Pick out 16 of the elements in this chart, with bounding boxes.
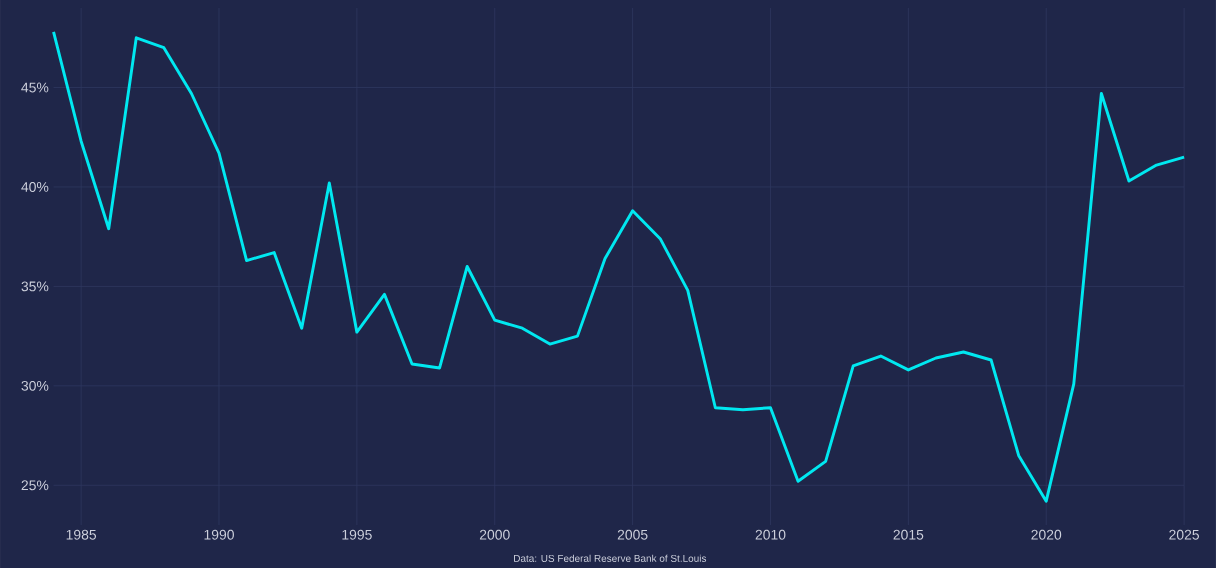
x-tick-label: 2010 <box>755 529 786 540</box>
y-tick-label: 35% <box>21 281 49 292</box>
x-tick-label: 2025 <box>1169 529 1200 540</box>
x-tick-label: 2000 <box>479 529 510 540</box>
x-tick-label: 1990 <box>204 529 234 540</box>
y-tick-label: 40% <box>21 181 49 192</box>
text: Data: US Federal Reserve Bank of St.Louis <box>514 554 707 562</box>
x-tick-label: 1985 <box>66 529 97 540</box>
y-tick-label: 25% <box>21 480 49 491</box>
y-tick-label: 45% <box>21 82 49 93</box>
x-tick-label: 2005 <box>617 529 648 540</box>
line-series <box>52 30 1186 503</box>
x-tick-label: 2015 <box>893 529 924 540</box>
x-tick-label: 2020 <box>1031 529 1062 540</box>
x-tick-label: 1995 <box>342 529 372 540</box>
y-tick-label: 30% <box>21 380 49 391</box>
